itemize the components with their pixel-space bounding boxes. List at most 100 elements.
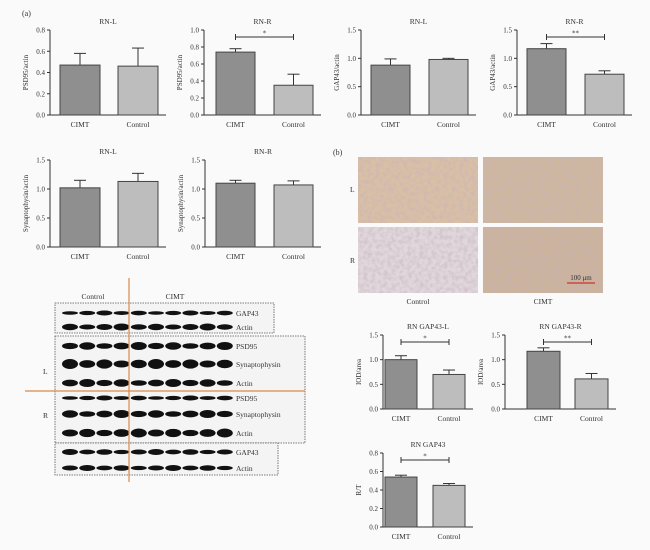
bar-cimt bbox=[384, 476, 418, 528]
chart-7: 0.0 0.5 1.0 1.5 RN GAP43-R IOD/area CIMT Contro… bbox=[477, 322, 616, 423]
bar-cimt bbox=[526, 48, 567, 116]
histology-texture bbox=[483, 157, 603, 223]
y-tick-label: 1.5 bbox=[191, 157, 200, 165]
blot-band bbox=[62, 410, 78, 418]
blot-band bbox=[216, 428, 233, 438]
chart-5: 0.0 0.5 1.0 1.5 RN-R Synaptophysin/actin CIMT C… bbox=[177, 147, 321, 261]
blot-band bbox=[165, 449, 182, 455]
blot-band bbox=[182, 465, 199, 471]
blot-band bbox=[165, 395, 182, 401]
y-axis-label: PSD95/actin bbox=[176, 54, 184, 90]
blot-band bbox=[130, 449, 147, 455]
y-tick-label: 0.0 bbox=[347, 112, 356, 120]
blot-band bbox=[199, 410, 216, 418]
blot-band bbox=[79, 395, 96, 401]
blot-row-label: Actin bbox=[236, 323, 253, 332]
histology-col-label-control: Control bbox=[407, 297, 430, 306]
x-tick-label: CIMT bbox=[71, 252, 90, 261]
bar-control bbox=[117, 180, 159, 248]
panel-label-a: (a) bbox=[22, 9, 31, 18]
blot-band bbox=[216, 465, 233, 471]
chart-title: RN GAP43-L bbox=[407, 322, 449, 331]
blot-band bbox=[113, 410, 130, 418]
y-tick-label: 0.2 bbox=[190, 95, 199, 103]
y-tick-label: 0.5 bbox=[36, 215, 45, 223]
blot-band bbox=[113, 465, 130, 471]
blot-band bbox=[148, 342, 164, 350]
y-axis-label: IOD/area bbox=[355, 358, 363, 385]
blot-band bbox=[130, 310, 147, 316]
blot-band bbox=[130, 465, 147, 471]
blot-band bbox=[199, 465, 216, 471]
x-tick-label: Control bbox=[580, 414, 603, 423]
blot-band bbox=[199, 429, 216, 437]
chart-title: RN-L bbox=[410, 17, 428, 26]
y-tick-label: 1.0 bbox=[191, 186, 200, 194]
bar-cimt bbox=[384, 359, 418, 410]
side-label-r: R bbox=[43, 411, 48, 420]
blot-band bbox=[182, 379, 199, 387]
x-tick-label: Control bbox=[593, 120, 616, 129]
bar-control bbox=[273, 84, 314, 116]
y-tick-label: 0.5 bbox=[491, 381, 500, 389]
blot-band bbox=[148, 379, 164, 387]
blot-band bbox=[148, 359, 164, 369]
y-tick-label: 0.6 bbox=[369, 468, 378, 476]
blot-band bbox=[113, 323, 130, 331]
blot-band bbox=[96, 449, 113, 455]
blot-band bbox=[79, 324, 96, 330]
blot-band bbox=[62, 465, 78, 471]
y-axis-label: GAP43/actin bbox=[489, 54, 497, 91]
blot-band bbox=[113, 360, 130, 368]
y-tick-label: 1.0 bbox=[36, 186, 45, 194]
x-tick-label: Control bbox=[282, 120, 305, 129]
y-tick-label: 1.5 bbox=[503, 27, 512, 35]
bar-control bbox=[584, 73, 625, 116]
y-tick-label: 1.5 bbox=[369, 332, 378, 340]
blot-band bbox=[62, 323, 78, 331]
blot-band bbox=[96, 395, 113, 401]
blot-band bbox=[79, 465, 96, 471]
chart-3: 0.0 0.5 1.0 1.5 RN-R GAP43/actin CIMT Control ** bbox=[489, 17, 632, 129]
blot-band bbox=[96, 410, 113, 418]
x-tick-label: Control bbox=[438, 414, 461, 423]
y-tick-label: 0.2 bbox=[369, 505, 378, 513]
y-tick-label: 0.6 bbox=[36, 48, 45, 56]
blot-band bbox=[182, 429, 199, 437]
y-tick-label: 0.0 bbox=[369, 406, 378, 414]
x-tick-label: Control bbox=[282, 252, 305, 261]
blot-band bbox=[62, 379, 78, 387]
chart-6: 0.0 0.5 1.0 1.5 RN GAP43-L IOD/area CIMT Contro… bbox=[355, 322, 473, 423]
chart-2: 0.0 0.5 1.0 1.5 RN-L GAP43/actin CIMT Control bbox=[333, 17, 476, 129]
x-tick-label: CIMT bbox=[392, 532, 411, 541]
blot-row-label: Actin bbox=[236, 464, 253, 473]
y-tick-label: 0.0 bbox=[36, 112, 45, 120]
blot-band bbox=[199, 396, 216, 400]
blot-band bbox=[182, 310, 199, 316]
blot-band bbox=[62, 429, 78, 437]
y-tick-label: 0.5 bbox=[191, 215, 200, 223]
blot-band bbox=[113, 396, 130, 400]
western-blot: GAP43 Actin PSD95 Synaptophysin Actin PSD95 Sy… bbox=[25, 278, 306, 482]
blot-band bbox=[96, 359, 113, 369]
group-label-cimt: CIMT bbox=[166, 292, 185, 301]
blot-band bbox=[96, 379, 113, 387]
significance-marker: * bbox=[423, 335, 427, 343]
y-tick-label: 0.5 bbox=[369, 381, 378, 389]
blot-band bbox=[130, 359, 147, 369]
blot-row-label: GAP43 bbox=[236, 448, 259, 457]
blot-row-label: Actin bbox=[236, 429, 253, 438]
x-tick-label: Control bbox=[127, 120, 150, 129]
x-tick-label: CIMT bbox=[71, 120, 90, 129]
y-tick-label: 0.2 bbox=[36, 90, 45, 98]
chart-8: 0.0 0.2 0.4 0.6 0.8 RN GAP43 R/T CIMT Control * bbox=[355, 440, 473, 541]
blot-band bbox=[113, 449, 130, 455]
blot-band bbox=[199, 323, 216, 331]
blot-band bbox=[130, 380, 147, 386]
blot-band bbox=[199, 379, 216, 387]
y-tick-label: 0.0 bbox=[491, 406, 500, 414]
blot-band bbox=[216, 359, 233, 369]
blot-band bbox=[148, 396, 164, 400]
blot-band bbox=[96, 343, 113, 349]
